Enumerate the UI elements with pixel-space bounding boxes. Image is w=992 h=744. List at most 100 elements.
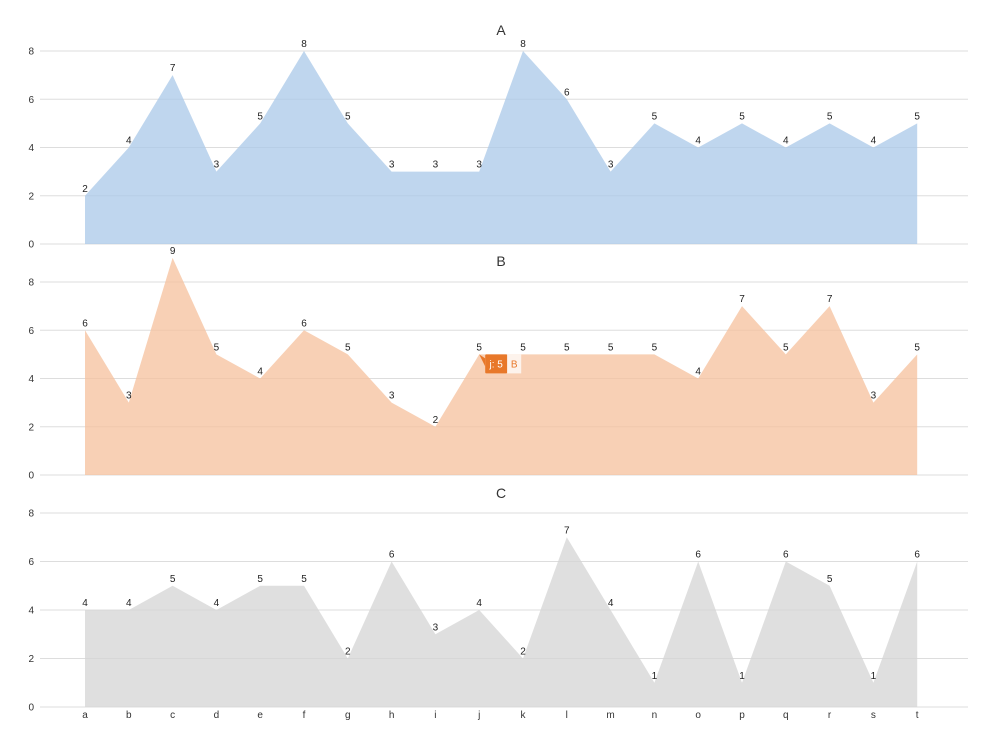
data-label: 3 bbox=[476, 160, 482, 171]
tooltip-value-box bbox=[485, 354, 508, 374]
data-label: 4 bbox=[257, 367, 263, 378]
data-label: 9 bbox=[170, 246, 176, 257]
data-label: 5 bbox=[214, 342, 220, 353]
data-label: 2 bbox=[433, 415, 439, 426]
x-tick-label: q bbox=[783, 710, 789, 721]
y-tick-label: 2 bbox=[28, 654, 34, 665]
tooltip-series-box bbox=[507, 354, 522, 374]
data-label: 1 bbox=[652, 671, 658, 682]
x-tick-label: h bbox=[389, 710, 395, 721]
data-label: 6 bbox=[389, 550, 395, 561]
tooltip-series: B bbox=[511, 359, 518, 370]
data-label: 5 bbox=[345, 111, 351, 122]
x-tick-label: l bbox=[566, 710, 568, 721]
data-label: 3 bbox=[214, 160, 220, 171]
data-label: 4 bbox=[695, 367, 701, 378]
area-series-C bbox=[85, 537, 918, 707]
data-label: 5 bbox=[476, 342, 482, 353]
x-tick-label: k bbox=[521, 710, 527, 721]
data-label: 4 bbox=[695, 136, 701, 147]
x-tick-label: d bbox=[214, 710, 220, 721]
y-tick-label: 6 bbox=[28, 95, 34, 106]
tooltip-pointer bbox=[479, 354, 486, 367]
data-label: 6 bbox=[695, 550, 701, 561]
x-tick-label: s bbox=[871, 710, 876, 721]
data-label: 6 bbox=[914, 550, 920, 561]
data-label: 4 bbox=[214, 598, 220, 609]
x-tick-label: e bbox=[257, 710, 263, 721]
x-tick-label: a bbox=[82, 710, 88, 721]
data-label: 7 bbox=[739, 294, 745, 305]
data-label: 4 bbox=[783, 136, 789, 147]
data-label: 5 bbox=[827, 574, 833, 585]
data-label: 6 bbox=[301, 318, 307, 329]
data-label: 3 bbox=[433, 160, 439, 171]
data-label: 5 bbox=[827, 111, 833, 122]
y-tick-label: 0 bbox=[28, 471, 34, 482]
y-tick-label: 8 bbox=[28, 509, 34, 520]
x-tick-label: m bbox=[606, 710, 614, 721]
data-label: 4 bbox=[476, 598, 482, 609]
x-tick-label: n bbox=[652, 710, 658, 721]
data-label: 3 bbox=[389, 391, 395, 402]
area-series-A bbox=[85, 51, 918, 244]
data-label: 4 bbox=[126, 136, 132, 147]
data-label: 5 bbox=[652, 342, 658, 353]
data-label: 2 bbox=[82, 184, 88, 195]
data-label: 5 bbox=[520, 342, 526, 353]
data-label: 5 bbox=[170, 574, 176, 585]
x-tick-label: p bbox=[739, 710, 745, 721]
y-tick-label: 2 bbox=[28, 422, 34, 433]
y-tick-label: 8 bbox=[28, 278, 34, 289]
data-label: 5 bbox=[257, 111, 263, 122]
data-label: 6 bbox=[783, 550, 789, 561]
data-label: 5 bbox=[914, 342, 920, 353]
x-tick-label: j bbox=[477, 710, 480, 721]
data-label: 1 bbox=[739, 671, 745, 682]
x-tick-label: t bbox=[916, 710, 919, 721]
data-label: 5 bbox=[301, 574, 307, 585]
x-tick-label: o bbox=[695, 710, 701, 721]
y-tick-label: 2 bbox=[28, 191, 34, 202]
panel-title: C bbox=[496, 485, 506, 501]
data-label: 7 bbox=[827, 294, 833, 305]
data-label: 5 bbox=[914, 111, 920, 122]
y-tick-label: 0 bbox=[28, 240, 34, 251]
data-label: 5 bbox=[257, 574, 263, 585]
data-label: 4 bbox=[126, 598, 132, 609]
y-tick-label: 4 bbox=[28, 606, 34, 617]
panel-title: B bbox=[496, 253, 505, 269]
tooltip-value: j: 5 bbox=[489, 359, 504, 370]
data-label: 8 bbox=[301, 39, 307, 50]
data-label: 3 bbox=[433, 622, 439, 633]
data-label: 2 bbox=[345, 647, 351, 658]
data-label: 5 bbox=[783, 342, 789, 353]
data-label: 3 bbox=[126, 391, 132, 402]
x-tick-label: c bbox=[170, 710, 175, 721]
data-label: 3 bbox=[608, 160, 614, 171]
data-label: 7 bbox=[170, 63, 176, 74]
y-tick-label: 0 bbox=[28, 703, 34, 714]
data-label: 7 bbox=[564, 525, 570, 536]
x-tick-label: g bbox=[345, 710, 351, 721]
data-label: 6 bbox=[82, 318, 88, 329]
data-label: 5 bbox=[345, 342, 351, 353]
data-label: 5 bbox=[652, 111, 658, 122]
y-tick-label: 6 bbox=[28, 326, 34, 337]
data-label: 5 bbox=[564, 342, 570, 353]
x-tick-label: i bbox=[434, 710, 436, 721]
data-label: 4 bbox=[608, 598, 614, 609]
data-label: 4 bbox=[82, 598, 88, 609]
data-label: 8 bbox=[520, 39, 526, 50]
data-label: 6 bbox=[564, 87, 570, 98]
data-label: 2 bbox=[520, 647, 526, 658]
y-tick-label: 4 bbox=[28, 143, 34, 154]
data-label: 4 bbox=[871, 136, 877, 147]
data-label: 5 bbox=[608, 342, 614, 353]
y-tick-label: 8 bbox=[28, 47, 34, 58]
panel-title: A bbox=[496, 22, 506, 38]
data-label: 5 bbox=[739, 111, 745, 122]
y-tick-label: 4 bbox=[28, 374, 34, 385]
x-tick-label: r bbox=[828, 710, 832, 721]
